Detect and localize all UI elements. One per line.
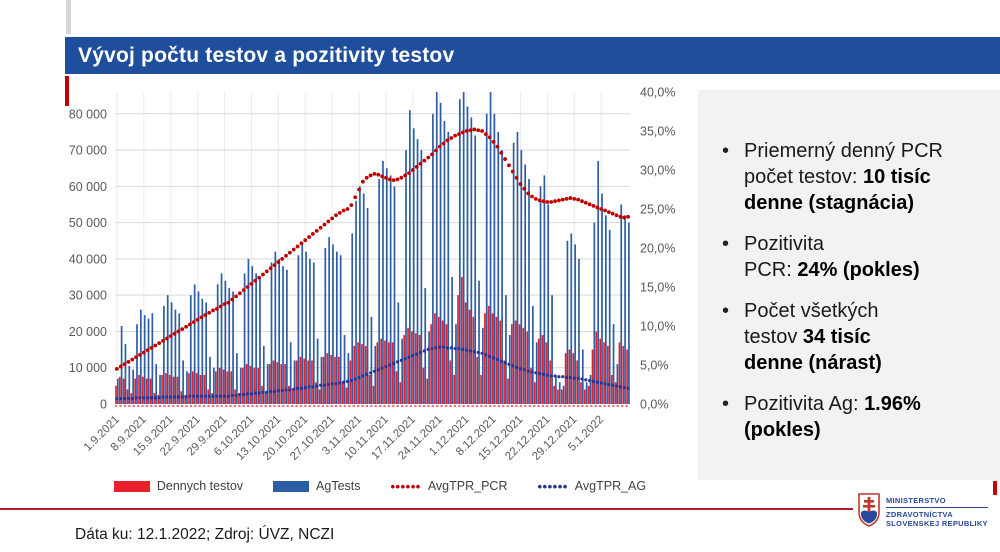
title-bar: Vývoj počtu testov a pozitivity testov	[65, 37, 1000, 74]
legend-dotted-swatch: ••••••	[537, 478, 568, 494]
ministry-logo: MINISTERSTVO ZDRAVOTNÍCTVA SLOVENSKEJ RE…	[858, 490, 998, 536]
insights-panel: • Priemerný denný PCR počet testov: 10 tis…	[698, 90, 1000, 480]
svg-text:0,0%: 0,0%	[640, 398, 669, 412]
svg-text:70 000: 70 000	[69, 144, 107, 158]
legend-item-avgtpr-ag: •••••• AvgTPR_AG	[537, 478, 647, 494]
svg-text:20,0%: 20,0%	[640, 242, 675, 256]
insights-bullet-list: • Priemerný denný PCR počet testov: 10 tis…	[698, 90, 1000, 443]
svg-text:30 000: 30 000	[69, 289, 107, 303]
svg-text:30,0%: 30,0%	[640, 164, 675, 178]
svg-text:15,0%: 15,0%	[640, 281, 675, 295]
svg-text:0: 0	[100, 398, 107, 412]
svg-text:60 000: 60 000	[69, 180, 107, 194]
insight-bullet: • Priemerný denný PCR počet testov: 10 tis…	[722, 140, 943, 214]
tests-chart-svg: 0 10 000 20 000 30 000 40 000 50 000 60 000 70 …	[69, 86, 676, 463]
legend-item-agtests: AgTests	[273, 479, 361, 493]
right-red-accent-tick	[993, 481, 997, 495]
slovak-shield-icon	[858, 493, 880, 527]
top-edge-tick	[66, 0, 71, 34]
legend-bar-swatch	[113, 480, 150, 492]
chart-legend: Dennych testov AgTests •••••• AvgTPR_PCR •••…	[70, 479, 690, 493]
legend-item-avgtpr-pcr: •••••• AvgTPR_PCR	[390, 478, 508, 494]
svg-text:50 000: 50 000	[69, 216, 107, 230]
svg-text:10,0%: 10,0%	[640, 320, 675, 334]
insight-bullet: • Pozitivita Ag: 1.96% (pokles)	[722, 393, 921, 441]
svg-text:20 000: 20 000	[69, 325, 107, 339]
svg-text:40,0%: 40,0%	[640, 86, 675, 100]
svg-text:40 000: 40 000	[69, 252, 107, 266]
page-title: Vývoj počtu testov a pozitivity testov	[78, 43, 455, 67]
ministry-logo-line2: ZDRAVOTNÍCTVA	[886, 510, 953, 519]
left-red-accent-tick	[65, 76, 69, 106]
bottom-red-rule	[0, 508, 853, 510]
svg-text:80 000: 80 000	[69, 107, 107, 121]
tests-chart: 0 10 000 20 000 30 000 40 000 50 000 60 000 70 …	[60, 86, 700, 478]
insight-bullet: • Počet všetkých testov 34 tisíc denne (nár…	[722, 300, 882, 374]
ministry-logo-text: MINISTERSTVO ZDRAVOTNÍCTVA SLOVENSKEJ RE…	[886, 490, 988, 528]
legend-item-dennych-testov: Dennych testov	[113, 479, 243, 493]
ministry-logo-line1: MINISTERSTVO	[886, 496, 988, 508]
svg-text:10 000: 10 000	[69, 361, 107, 375]
data-source-note: Dáta ku: 12.1.2022; Zdroj: ÚVZ, NCZI	[75, 526, 335, 543]
svg-text:5,0%: 5,0%	[640, 359, 669, 373]
ministry-logo-line3: SLOVENSKEJ REPUBLIKY	[886, 519, 988, 528]
legend-dotted-swatch: ••••••	[390, 478, 421, 494]
svg-text:25,0%: 25,0%	[640, 203, 675, 217]
legend-bar-swatch	[273, 480, 310, 492]
insight-bullet: • Pozitivita PCR: 24% (pokles)	[722, 233, 920, 281]
svg-text:35,0%: 35,0%	[640, 125, 675, 139]
